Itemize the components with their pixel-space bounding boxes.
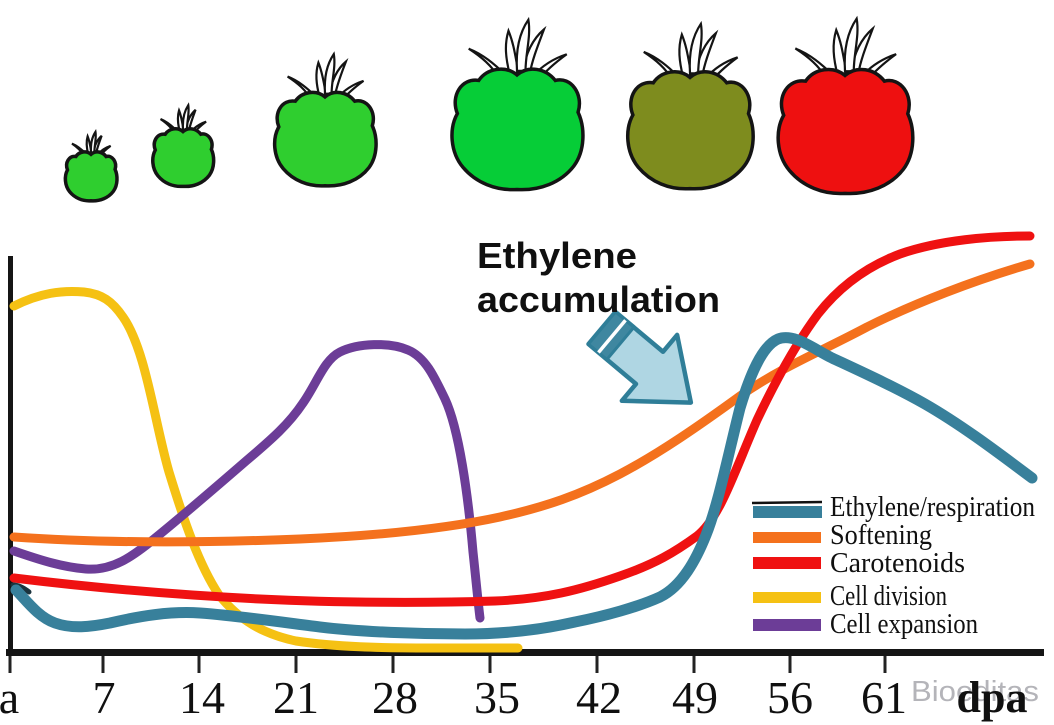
x-tick-label-21: 21	[273, 672, 319, 723]
x-axis-unit-label: dpa	[957, 673, 1028, 722]
annotation-arrow	[586, 309, 694, 405]
legend-label-cell-division: Cell division	[830, 580, 947, 612]
x-tick-label-7: 7	[93, 672, 116, 723]
watermark-text: Bioeditas	[911, 676, 1039, 708]
legend-label-cell-expansion: Cell expansion	[830, 608, 978, 640]
legend-swatch-cell-division	[753, 592, 821, 603]
tomato-stage-1	[64, 130, 118, 202]
x-tick-label-42: 42	[576, 672, 622, 723]
tomato-stage-4	[452, 20, 583, 190]
tomato-stage-6	[778, 19, 913, 194]
x-axis-ticks	[8, 656, 887, 673]
legend-label-carotenoids: Carotenoids	[830, 547, 965, 579]
x-tick-label-28: 28	[372, 672, 418, 723]
legend: Ethylene/respiration Softening Carotenoi…	[751, 491, 1035, 640]
x-tick-label-14: 14	[179, 672, 225, 723]
x-tick-label-35: 35	[474, 672, 520, 723]
x-axis-line	[6, 649, 1044, 656]
x-tick-label-61: 61	[861, 672, 907, 723]
legend-label-softening: Softening	[830, 519, 932, 551]
x-tick-label-a: a	[0, 672, 19, 723]
curve-ethylene-respiration	[10, 332, 1038, 640]
curve-softening	[9, 259, 1035, 547]
curve-cell-division	[9, 286, 523, 653]
legend-swatch-cell-expansion	[753, 619, 821, 631]
annotation-line-1: Ethylene	[477, 235, 637, 276]
x-tick-label-49: 49	[672, 672, 718, 723]
legend-label-ethylene: Ethylene/respiration	[830, 491, 1035, 523]
annotation-line-2: accumulation	[477, 279, 720, 320]
tomato-stage-3	[272, 52, 379, 188]
tomato-stage-5	[628, 24, 753, 189]
curve-cell-expansion	[9, 340, 485, 623]
legend-swatch-ethylene	[753, 506, 822, 518]
arrow-tail-stripe	[597, 319, 627, 354]
x-axis-labels: a 7 14 21 28 35 42 49 56 61 dpa	[0, 672, 1027, 723]
x-tick-label-56: 56	[767, 672, 813, 723]
y-axis-line	[8, 256, 13, 656]
curve-carotenoids	[9, 231, 1035, 607]
legend-swatch-carotenoids	[753, 557, 821, 569]
legend-swatch-softening	[753, 532, 821, 543]
legend-key-black-line	[751, 500, 823, 505]
tomato-stage-2	[151, 104, 215, 188]
